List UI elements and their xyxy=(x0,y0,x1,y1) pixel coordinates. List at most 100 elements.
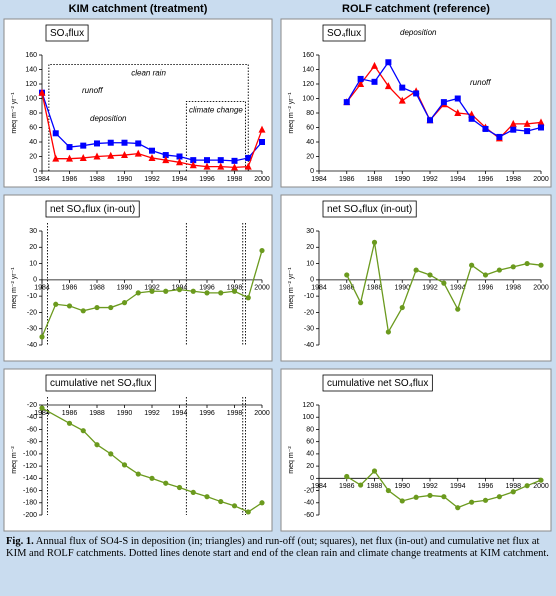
marker-square xyxy=(107,139,114,146)
marker-circle xyxy=(399,304,405,311)
y-tick-label: 100 xyxy=(302,414,314,421)
marker-square xyxy=(385,59,392,66)
marker-circle xyxy=(538,477,544,483)
marker-square xyxy=(149,147,155,154)
marker-circle xyxy=(524,260,530,267)
x-tick-label: 1988 xyxy=(89,285,105,292)
marker-circle xyxy=(176,287,183,293)
y-tick-label: 20 xyxy=(306,153,314,160)
marker-circle xyxy=(121,462,128,468)
y-axis-label: meq m⁻² yr⁻¹ xyxy=(288,267,295,309)
x-tick-label: 1990 xyxy=(394,483,410,490)
x-tick-label: 1998 xyxy=(505,483,521,490)
marker-circle xyxy=(231,503,238,509)
title-box xyxy=(45,24,89,42)
x-tick-label: 1998 xyxy=(227,176,243,183)
marker-square xyxy=(538,124,544,131)
x-tick-label: 1986 xyxy=(62,410,78,417)
chart-title: net SO₄flux (in-out) xyxy=(327,204,412,215)
marker-square xyxy=(343,99,350,106)
y-tick-label: 0 xyxy=(33,277,37,284)
y-tick-label: 0 xyxy=(310,168,314,175)
title-box xyxy=(45,200,140,218)
x-tick-label: 2000 xyxy=(533,285,549,292)
y-tick-label: 160 xyxy=(302,52,314,59)
chart-panel: SO₄flux meq m⁻² yr⁻¹ 0 20 40 60 80 100 120 140 160… xyxy=(280,18,552,188)
x-tick-label: 1992 xyxy=(422,483,438,490)
marker-circle xyxy=(190,288,196,294)
y-tick-label: -40 xyxy=(27,342,37,349)
x-tick-label: 2000 xyxy=(254,285,270,292)
y-tick-label: 20 xyxy=(29,244,37,251)
y-axis-label: meq m⁻² yr⁻¹ xyxy=(11,267,18,309)
marker-circle xyxy=(80,428,86,434)
marker-circle xyxy=(39,405,45,411)
marker-square xyxy=(454,95,461,102)
marker-circle xyxy=(538,262,544,268)
x-tick-label: 1998 xyxy=(505,285,521,292)
period-box xyxy=(185,100,246,171)
x-tick-label: 1992 xyxy=(144,410,160,417)
title-box xyxy=(45,374,156,392)
marker-circle xyxy=(259,247,265,254)
y-tick-label: 40 xyxy=(29,139,37,146)
series-label: deposition xyxy=(400,28,437,37)
y-tick-label: -200 xyxy=(23,512,37,519)
y-tick-label: -120 xyxy=(23,463,37,470)
marker-circle xyxy=(510,264,516,270)
period-label: climate change xyxy=(189,106,243,115)
marker-triangle xyxy=(371,61,378,69)
x-tick-label: 1992 xyxy=(422,285,438,292)
marker-triangle xyxy=(93,152,101,160)
chart-panel: net SO₄flux (in-out) meq m⁻² yr⁻¹ -40 -30 -2… xyxy=(280,194,552,362)
y-tick-label: 120 xyxy=(25,81,37,88)
marker-circle xyxy=(259,500,265,506)
y-tick-label: -20 xyxy=(304,487,314,494)
marker-circle xyxy=(413,494,419,500)
x-tick-label: 1994 xyxy=(172,176,188,183)
marker-square xyxy=(204,157,210,164)
marker-circle xyxy=(53,301,59,307)
marker-square xyxy=(259,139,265,145)
marker-circle xyxy=(399,498,405,504)
y-tick-label: -20 xyxy=(27,402,37,409)
marker-triangle xyxy=(79,153,87,161)
y-tick-label: -100 xyxy=(23,451,37,458)
x-tick-label: 1990 xyxy=(117,176,133,183)
x-tick-label: 1998 xyxy=(227,285,243,292)
marker-circle xyxy=(385,487,391,494)
x-tick-label: 1996 xyxy=(478,176,494,183)
chart-title: cumulative net SO₄flux xyxy=(327,378,428,389)
marker-circle xyxy=(121,300,128,306)
marker-triangle xyxy=(258,125,266,133)
marker-circle xyxy=(231,288,238,294)
marker-square xyxy=(66,144,73,151)
x-tick-label: 1996 xyxy=(478,483,494,490)
marker-circle xyxy=(385,329,391,335)
x-tick-label: 1984 xyxy=(34,176,50,183)
marker-triangle xyxy=(454,109,462,116)
marker-circle xyxy=(218,498,224,505)
marker-circle xyxy=(108,451,114,457)
chart-title: net SO₄flux (in-out) xyxy=(50,204,135,215)
column-header: KIM catchment (treatment) xyxy=(69,3,208,15)
x-tick-label: 1996 xyxy=(199,410,215,417)
marker-circle xyxy=(358,482,364,488)
y-tick-label: 30 xyxy=(29,228,37,235)
x-tick-label: 1986 xyxy=(62,285,78,292)
x-tick-label: 1988 xyxy=(89,176,105,183)
y-tick-label: -30 xyxy=(304,326,314,333)
x-tick-label: 1984 xyxy=(34,285,50,292)
series-line xyxy=(41,407,263,513)
x-tick-label: 1998 xyxy=(505,176,521,183)
y-tick-label: 10 xyxy=(29,260,37,267)
marker-circle xyxy=(80,308,86,314)
x-tick-label: 2000 xyxy=(533,483,549,490)
marker-square xyxy=(162,152,169,159)
x-tick-label: 1994 xyxy=(450,285,466,292)
marker-square xyxy=(357,75,364,82)
y-tick-label: -20 xyxy=(304,309,314,316)
marker-triangle xyxy=(537,118,545,126)
y-tick-label: 10 xyxy=(306,260,314,267)
marker-circle xyxy=(371,239,378,245)
